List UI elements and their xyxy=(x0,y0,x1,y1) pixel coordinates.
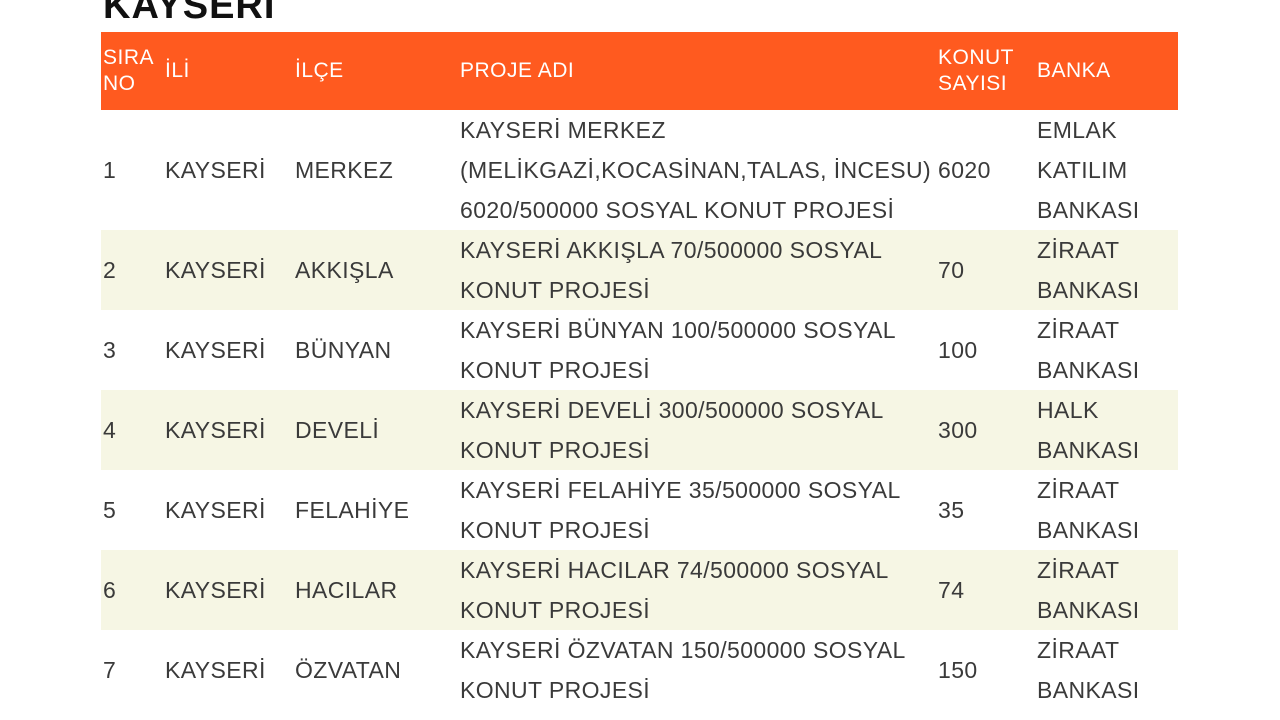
table-cell: ZİRAAT BANKASI xyxy=(1037,237,1140,303)
table-body: 1 KAYSERİ MERKEZ KAYSERİ MERKEZ (MELİKGAZİ,… xyxy=(101,110,1178,710)
table-header: SIRA NO İLİ İLÇE PROJE ADI KONUT SAYISI … xyxy=(101,32,1178,110)
table-cell: 6 xyxy=(103,577,117,603)
table-cell: 3 xyxy=(103,337,117,363)
table-row: 2 KAYSERİ AKKIŞLA KAYSERİ AKKIŞLA 70/500000… xyxy=(101,230,1178,310)
table-row: 6 KAYSERİ HACILAR KAYSERİ HACILAR 74/500000… xyxy=(101,550,1178,630)
table-cell: KAYSERİ xyxy=(165,257,266,283)
table-cell: 4 xyxy=(103,417,117,443)
table-row: 7 KAYSERİ ÖZVATAN KAYSERİ ÖZVATAN 150/50000… xyxy=(101,630,1178,710)
table-cell: KAYSERİ ÖZVATAN 150/500000 SOSYAL KONUT … xyxy=(460,637,905,703)
table-row: 3 KAYSERİ BÜNYAN KAYSERİ BÜNYAN 100/500000 … xyxy=(101,310,1178,390)
header-cell: SIRA NO xyxy=(103,46,153,95)
table-cell: KAYSERİ BÜNYAN 100/500000 SOSYAL KONUT P… xyxy=(460,317,896,383)
table-cell: 35 xyxy=(938,497,965,523)
table-cell: KAYSERİ DEVELİ 300/500000 SOSYAL KONUT P… xyxy=(460,397,883,463)
table-cell: 74 xyxy=(938,577,965,603)
table-cell: KAYSERİ xyxy=(165,337,266,363)
table-cell: ÖZVATAN xyxy=(295,657,402,683)
table-cell: BÜNYAN xyxy=(295,337,392,363)
table-cell: FELAHİYE xyxy=(295,497,410,523)
header-row: SIRA NO İLİ İLÇE PROJE ADI KONUT SAYISI … xyxy=(101,32,1178,110)
table-cell: ZİRAAT BANKASI xyxy=(1037,557,1140,623)
table-cell: 7 xyxy=(103,657,117,683)
header-cell: PROJE ADI xyxy=(460,59,575,82)
table-row: 1 KAYSERİ MERKEZ KAYSERİ MERKEZ (MELİKGAZİ,… xyxy=(101,110,1178,230)
table-cell: DEVELİ xyxy=(295,417,380,443)
table: SIRA NO İLİ İLÇE PROJE ADI KONUT SAYISI … xyxy=(101,32,1178,710)
table-cell: KAYSERİ xyxy=(165,417,266,443)
header-cell: KONUT SAYISI xyxy=(938,46,1014,95)
table-cell: ZİRAAT BANKASI xyxy=(1037,317,1140,383)
header-cell: İLİ xyxy=(165,59,190,82)
table-cell: HACILAR xyxy=(295,577,398,603)
table-cell: ZİRAAT BANKASI xyxy=(1037,477,1140,543)
table-cell: 1 xyxy=(103,157,117,183)
table-cell: 100 xyxy=(938,337,978,363)
table-cell: KAYSERİ AKKIŞLA 70/500000 SOSYAL KONUT P… xyxy=(460,237,882,303)
header-cell: BANKA xyxy=(1037,59,1111,82)
table-cell: ZİRAAT BANKASI xyxy=(1037,637,1140,703)
table-cell: KAYSERİ xyxy=(165,657,266,683)
table-cell: 150 xyxy=(938,657,978,683)
table-cell: KAYSERİ FELAHİYE 35/500000 SOSYAL KONUT … xyxy=(460,477,900,543)
table-cell: AKKIŞLA xyxy=(295,257,394,283)
header-cell: İLÇE xyxy=(295,59,344,82)
table-cell: KAYSERİ xyxy=(165,157,266,183)
table-cell: KAYSERİ MERKEZ (MELİKGAZİ,KOCASİNAN,TALA… xyxy=(460,117,932,223)
table-cell: KAYSERİ HACILAR 74/500000 SOSYAL KONUT P… xyxy=(460,557,888,623)
table-cell: KAYSERİ xyxy=(165,577,266,603)
table-cell: 2 xyxy=(103,257,117,283)
table-cell: 300 xyxy=(938,417,978,443)
table-cell: 70 xyxy=(938,257,965,283)
table-cell: KAYSERİ xyxy=(165,497,266,523)
table-row: 5 KAYSERİ FELAHİYE KAYSERİ FELAHİYE 35/5000… xyxy=(101,470,1178,550)
table-cell: EMLAK KATILIM BANKASI xyxy=(1037,117,1140,223)
table-cell: 5 xyxy=(103,497,117,523)
table-cell: HALK BANKASI xyxy=(1037,397,1140,463)
table-cell: 6020 xyxy=(938,157,991,183)
table-row: 4 KAYSERİ DEVELİ KAYSERİ DEVELİ 300/500000 … xyxy=(101,390,1178,470)
table-cell: MERKEZ xyxy=(295,157,394,183)
title: KAYSERİ xyxy=(103,0,276,27)
